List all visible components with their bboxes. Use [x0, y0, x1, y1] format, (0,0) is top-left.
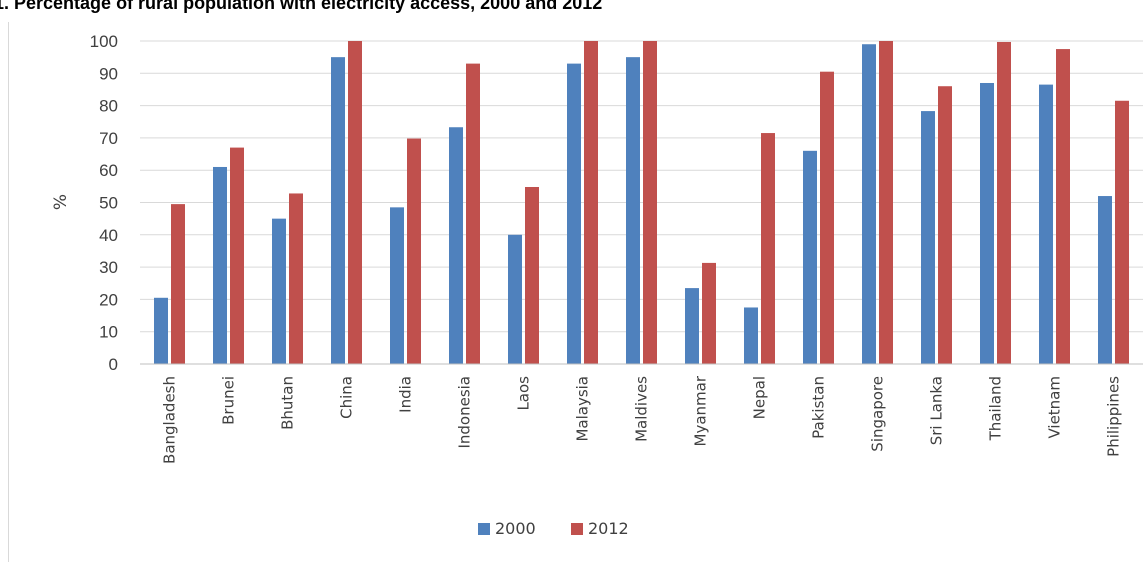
- bar-2012-singapore: [879, 41, 893, 364]
- bar-2012-pakistan: [820, 71, 834, 364]
- bar-2000-indonesia: [449, 127, 463, 364]
- bar-2012-malaysia: [584, 41, 598, 364]
- bar-2000-nepal: [744, 307, 758, 364]
- bar-2000-bhutan: [272, 218, 286, 364]
- bar-2000-thailand: [980, 82, 994, 365]
- x-tick-label: Malaysia: [574, 376, 592, 442]
- bar-2012-bangladesh: [171, 204, 185, 364]
- x-tick-label: Bangladesh: [161, 376, 179, 464]
- bar-2012-nepal: [761, 133, 775, 364]
- x-tick-label: Brunei: [220, 376, 238, 425]
- x-tick-label: Philippines: [1105, 376, 1123, 457]
- bar-2000-vietnam: [1039, 84, 1053, 364]
- bar-2000-bangladesh: [154, 297, 168, 364]
- bar-2012-india: [407, 138, 421, 364]
- x-tick-label: Indonesia: [456, 376, 474, 449]
- bar-2000-singapore: [862, 44, 876, 364]
- bar-2012-laos: [525, 186, 539, 364]
- bar-2000-india: [390, 207, 404, 364]
- x-tick-label: Laos: [515, 376, 533, 411]
- y-axis-ticks: 0 10 20 30 40 50 60 70 80 90 100: [90, 32, 118, 374]
- y-tick-label: 20: [99, 290, 118, 309]
- bar-2000-brunei: [213, 166, 227, 364]
- legend: 2000 2012: [478, 519, 629, 538]
- legend-label-2012: 2012: [588, 519, 629, 538]
- x-tick-label: Maldives: [633, 376, 651, 442]
- x-tick-label: Bhutan: [279, 376, 297, 430]
- bar-2012-maldives: [643, 41, 657, 364]
- x-axis-ticks: Bangladesh Brunei Bhutan China India Indonesi…: [161, 375, 1123, 464]
- x-tick-label: Singapore: [869, 376, 887, 452]
- bar-2012-indonesia: [466, 63, 480, 365]
- y-tick-label: 30: [99, 258, 118, 277]
- bar-2000-china: [331, 57, 345, 365]
- bars: [140, 41, 1143, 365]
- x-tick-label: China: [338, 376, 356, 419]
- legend-swatch-2000: [478, 523, 490, 535]
- x-tick-label: Myanmar: [692, 375, 710, 446]
- x-tick-label: Thailand: [987, 376, 1005, 441]
- chart-frame: [8, 22, 1145, 562]
- y-tick-label: 50: [99, 194, 118, 213]
- y-tick-label: 10: [99, 323, 118, 342]
- bar-2012-thailand: [997, 41, 1011, 365]
- bar-2012-sri-lanka: [938, 86, 952, 364]
- y-tick-label: 60: [99, 161, 118, 180]
- bar-2012-myanmar: [702, 262, 716, 364]
- y-tick-label: 100: [90, 32, 118, 51]
- bar-2012-china: [348, 41, 362, 364]
- bar-2012-brunei: [230, 147, 244, 364]
- bar-2000-sri-lanka: [921, 111, 935, 364]
- bar-2000-malaysia: [567, 63, 581, 365]
- bar-2000-maldives: [626, 57, 640, 365]
- y-tick-label: 90: [99, 64, 118, 83]
- y-tick-label: 40: [99, 226, 118, 245]
- x-tick-label: Nepal: [751, 376, 769, 419]
- bar-2000-philippines: [1098, 196, 1112, 364]
- y-tick-label: 70: [99, 129, 118, 148]
- bar-2000-pakistan: [803, 150, 817, 364]
- x-tick-label: Vietnam: [1046, 376, 1064, 439]
- bar-2000-laos: [508, 234, 522, 364]
- bar-2012-vietnam: [1056, 49, 1070, 364]
- bar-2012-bhutan: [289, 193, 303, 364]
- y-tick-label: 0: [109, 355, 118, 374]
- y-axis-title: %: [51, 194, 71, 210]
- x-tick-label: Sri Lanka: [928, 376, 946, 445]
- bar-2000-myanmar: [685, 288, 699, 364]
- chart-title: 1. Percentage of rural population with e…: [0, 0, 603, 13]
- legend-label-2000: 2000: [495, 519, 536, 538]
- y-tick-label: 80: [99, 97, 118, 116]
- legend-swatch-2012: [571, 523, 583, 535]
- x-tick-label: India: [397, 376, 415, 413]
- x-tick-label: Pakistan: [810, 376, 828, 439]
- bar-2012-philippines: [1115, 100, 1129, 364]
